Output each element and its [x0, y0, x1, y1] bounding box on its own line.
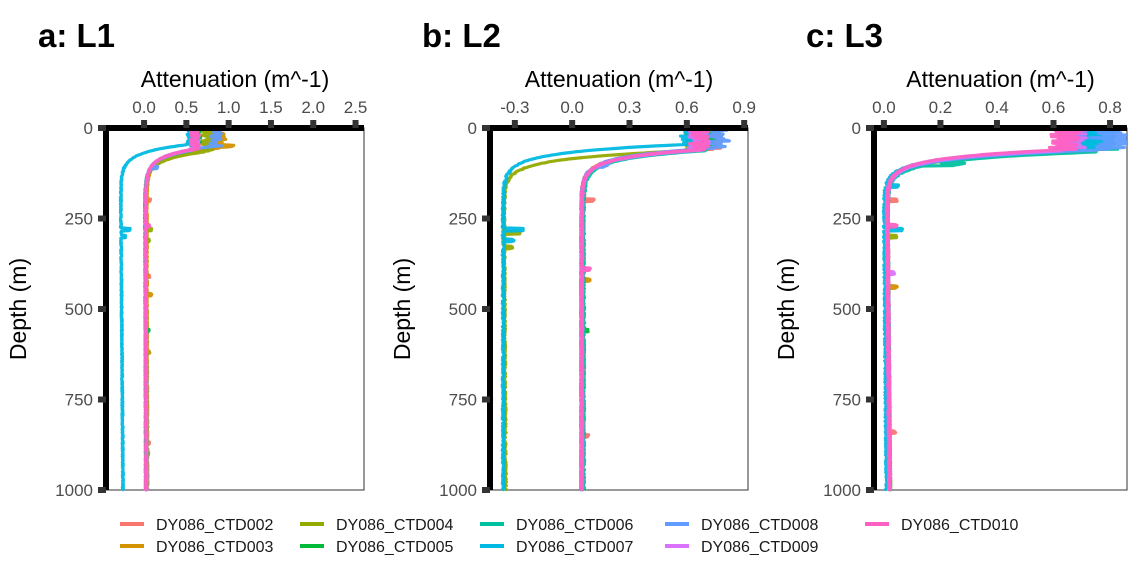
series-line-4 [579, 126, 719, 492]
y-tick-label: 1000 [823, 481, 861, 500]
x-tick-label: 2.0 [301, 98, 325, 117]
series-line-7 [579, 126, 731, 492]
y-axis-label: Depth (m) [389, 258, 415, 360]
series-line-3 [884, 126, 1101, 492]
x-axis-label: Attenuation (m^-1) [525, 66, 713, 92]
y-tick-label: 0 [84, 119, 93, 138]
series-line-4 [884, 126, 1107, 492]
panel-title: b: L2 [422, 17, 501, 54]
series-line-8 [143, 126, 201, 492]
legend-label: DY086_CTD004 [336, 517, 454, 534]
y-tick-label: 750 [65, 391, 93, 410]
y-tick-label: 500 [65, 300, 93, 319]
legend-label: DY086_CTD002 [156, 517, 274, 534]
legend-label: DY086_CTD010 [901, 517, 1019, 534]
series-line-8 [884, 126, 1089, 492]
series-line-8 [579, 126, 711, 492]
series-line-5 [884, 126, 1120, 492]
legend-label: DY086_CTD003 [156, 539, 274, 556]
y-tick-label: 250 [65, 210, 93, 229]
series-line-7 [884, 126, 1128, 492]
x-tick-label: 0.6 [1042, 98, 1066, 117]
legend-item: DY086_CTD010 [865, 517, 1019, 534]
x-tick-label: 1.0 [217, 98, 241, 117]
y-tick-label: 500 [449, 300, 477, 319]
series-line-5 [581, 126, 712, 492]
panel-title: c: L3 [806, 17, 883, 54]
panel-1: a: L1 Attenuation (m^-1) Depth (m) 0.0 0.5 1.… [5, 17, 367, 500]
panel-3: c: L3 Attenuation (m^-1) Depth (m) 0.0 0.2 0.… [773, 17, 1128, 500]
x-axis-label: Attenuation (m^-1) [906, 66, 1094, 92]
x-tick-label: 0.8 [1098, 98, 1122, 117]
legend-item: DY086_CTD002 [120, 517, 274, 534]
x-tick-label: 0.2 [929, 98, 953, 117]
legend-item: DY086_CTD006 [480, 517, 634, 534]
y-tick-label: 250 [833, 210, 861, 229]
panel-border [489, 127, 749, 491]
y-tick-label: 1000 [55, 481, 93, 500]
series-line-5 [143, 126, 199, 492]
series-line-7 [143, 126, 224, 492]
panel-title: a: L1 [38, 17, 115, 54]
series-line-3 [501, 126, 708, 492]
series-line-2 [579, 126, 715, 492]
x-tick-label: 0.4 [985, 98, 1009, 117]
series-line-1 [884, 126, 1095, 492]
series-line-6 [500, 126, 703, 492]
y-tick-label: 500 [833, 300, 861, 319]
series-line-6 [118, 126, 197, 492]
y-tick-label: 750 [833, 391, 861, 410]
panel-2: b: L2 Attenuation (m^-1) Depth (m) -0.3 0.0 0… [389, 17, 756, 500]
series-line-3 [143, 126, 215, 492]
legend-label: DY086_CTD008 [701, 517, 819, 534]
panel-border [873, 127, 1128, 491]
y-tick-label: 0 [468, 119, 477, 138]
series-line-2 [884, 126, 1086, 492]
x-tick-label: 0.6 [675, 98, 699, 117]
series-line-9 [884, 126, 1082, 492]
y-tick-label: 750 [449, 391, 477, 410]
x-tick-label: 2.5 [344, 98, 368, 117]
legend: DY086_CTD002 DY086_CTD003 DY086_CTD004 DY08… [120, 517, 1019, 556]
series-line-1 [579, 126, 724, 492]
x-tick-label: 0.3 [618, 98, 642, 117]
legend-item: DY086_CTD007 [480, 539, 634, 556]
y-axis-label: Depth (m) [773, 258, 799, 360]
legend-item: DY086_CTD005 [300, 539, 454, 556]
y-tick-label: 0 [852, 119, 861, 138]
x-tick-label: 0.0 [560, 98, 584, 117]
series-line-9 [143, 126, 201, 492]
y-axis-label: Depth (m) [5, 258, 31, 360]
y-tick-label: 250 [449, 210, 477, 229]
x-tick-label: 0.0 [132, 98, 156, 117]
series-line-6 [881, 126, 1113, 492]
x-axis-label: Attenuation (m^-1) [141, 66, 329, 92]
legend-label: DY086_CTD006 [516, 517, 634, 534]
series-line-1 [143, 126, 203, 492]
legend-label: DY086_CTD005 [336, 539, 454, 556]
legend-item: DY086_CTD003 [120, 539, 274, 556]
legend-item: DY086_CTD009 [665, 539, 819, 556]
legend-item: DY086_CTD004 [300, 517, 454, 534]
series-line-2 [144, 126, 236, 492]
legend-label: DY086_CTD007 [516, 539, 634, 556]
x-tick-label: 0.5 [175, 98, 199, 117]
y-tick-label: 1000 [439, 481, 477, 500]
x-tick-label: 0.9 [732, 98, 756, 117]
x-tick-label: -0.3 [500, 98, 529, 117]
x-tick-label: 1.5 [259, 98, 283, 117]
x-tick-label: 0.0 [872, 98, 896, 117]
legend-item: DY086_CTD008 [665, 517, 819, 534]
legend-label: DY086_CTD009 [701, 539, 819, 556]
series-line-9 [579, 126, 711, 492]
series-line-4 [144, 126, 203, 492]
